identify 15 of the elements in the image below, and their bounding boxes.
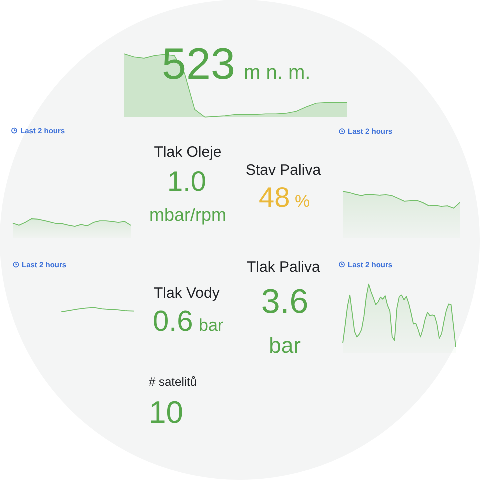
- text: 10: [149, 395, 184, 430]
- text: 1.0: [168, 166, 206, 197]
- text: # satelitů: [149, 375, 198, 389]
- annotation: m n. m.: [244, 62, 311, 84]
- text: 0.6: [153, 306, 194, 338]
- text: 3.6: [261, 283, 309, 321]
- text: mbar/rpm: [149, 205, 227, 225]
- text: %: [295, 192, 310, 211]
- text: Tlak Oleje: [154, 144, 222, 161]
- text: Tlak Paliva: [247, 259, 322, 276]
- text: bar: [269, 333, 301, 358]
- text: Tlak Vody: [154, 285, 220, 302]
- text: 48: [259, 182, 290, 213]
- text: bar: [199, 316, 224, 335]
- text: Stav Paliva: [246, 162, 322, 179]
